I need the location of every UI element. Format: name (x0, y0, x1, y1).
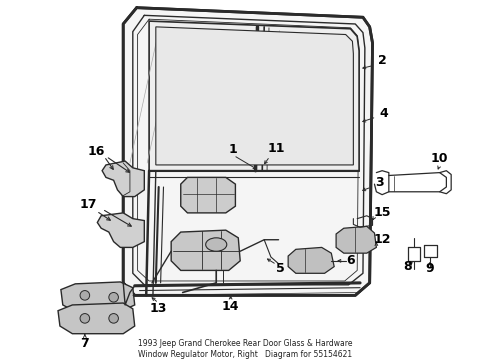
Text: 8: 8 (404, 260, 412, 273)
Text: 15: 15 (373, 206, 391, 219)
Polygon shape (181, 177, 235, 213)
Text: 4: 4 (380, 107, 389, 120)
Text: 2: 2 (378, 54, 387, 67)
Polygon shape (149, 21, 359, 171)
Text: 9: 9 (426, 262, 435, 275)
Circle shape (80, 314, 90, 323)
Polygon shape (61, 282, 135, 312)
Text: 13: 13 (150, 302, 168, 315)
Polygon shape (156, 27, 353, 165)
Polygon shape (58, 303, 135, 334)
Text: 5: 5 (276, 262, 285, 275)
Text: 10: 10 (431, 152, 448, 165)
Polygon shape (98, 213, 145, 247)
Text: 17: 17 (80, 198, 98, 211)
Text: 7: 7 (80, 337, 89, 350)
Text: 16: 16 (88, 145, 105, 158)
Text: 12: 12 (373, 233, 391, 246)
Polygon shape (102, 161, 145, 197)
Ellipse shape (206, 238, 227, 251)
Text: 6: 6 (346, 254, 355, 267)
Circle shape (80, 291, 90, 300)
Text: 14: 14 (222, 300, 240, 313)
Text: 11: 11 (268, 142, 285, 155)
Polygon shape (171, 230, 240, 270)
Polygon shape (288, 247, 334, 273)
Polygon shape (123, 8, 372, 295)
Circle shape (109, 314, 119, 323)
Circle shape (109, 292, 119, 302)
Text: 1993 Jeep Grand Cherokee Rear Door Glass & Hardware
Window Regulator Motor, Righ: 1993 Jeep Grand Cherokee Rear Door Glass… (138, 339, 352, 359)
Text: 1: 1 (228, 143, 237, 156)
Polygon shape (336, 226, 376, 253)
Text: 3: 3 (375, 176, 384, 189)
